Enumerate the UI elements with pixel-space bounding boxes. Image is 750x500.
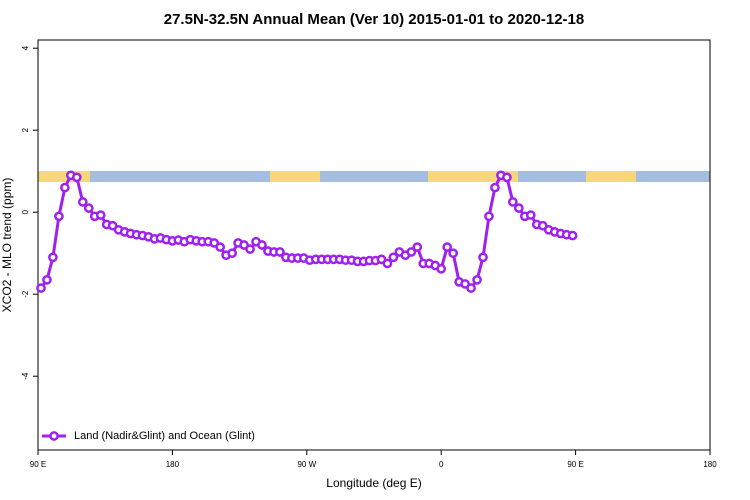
data-point [525,210,536,220]
data-point [466,283,476,293]
x-tick-label: 90 E [30,460,46,469]
data-point [406,247,417,257]
data-point [442,242,453,252]
plot-frame [37,39,711,451]
data-point [71,172,82,183]
data-point [42,275,52,285]
x-axis-label: Longitude (deg E) [326,476,421,490]
y-tick-label: -2 [21,290,30,298]
legend-label: Land (Nadir&Glint) and Ocean (Glint) [74,430,255,442]
y-axis-label: XCO2 - MLO trend (ppm) [0,178,14,313]
data-point [412,242,423,252]
y-tick-label: 0 [21,209,30,214]
data-point [490,182,500,193]
data-point [436,263,447,274]
data-point [48,252,58,263]
data-point [388,252,399,263]
x-tick-label: 180 [166,460,180,469]
data-point [478,252,488,263]
data-point [257,240,267,250]
data-point [275,247,285,257]
data-point [502,172,512,183]
data-point [77,197,88,207]
x-tick-label: 180 [703,460,717,469]
y-tick-label: 4 [21,45,30,50]
data-point [514,203,524,213]
data-point [227,248,237,259]
x-tick-label: 90 E [567,460,583,469]
data-point [245,244,255,254]
x-tick-label: 90 W [297,460,316,469]
x-tick-label: 0 [439,460,444,469]
data-point [215,242,226,252]
data-point [472,275,482,285]
data-point [508,197,518,207]
data-point [54,211,64,222]
map-strip [38,171,710,182]
data-point [448,248,458,259]
data-point [484,211,494,222]
legend-marker [49,431,59,441]
y-tick-label: 2 [21,127,30,132]
y-tick-label: -4 [21,372,30,380]
chart-title: 27.5N-32.5N Annual Mean (Ver 10) 2015-01… [164,11,584,28]
data-point [60,182,70,193]
data-point [567,230,578,241]
data-point [95,210,106,220]
data-point [36,283,46,293]
data-point [382,258,393,269]
data-point [83,203,94,213]
